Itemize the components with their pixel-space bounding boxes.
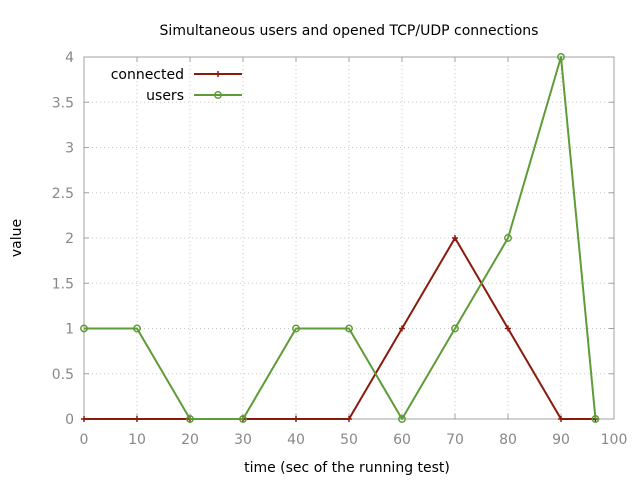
data-point-users [451,324,459,333]
y-tick-label: 0.5 [52,367,74,383]
data-point-users [292,324,300,333]
y-axis-label: value [9,219,25,257]
data-point-users [80,324,88,333]
series-users [80,53,600,423]
data-point-connected [558,416,564,422]
y-tick-label: 3 [65,141,74,157]
x-tick-label: 40 [287,432,305,448]
data-point-users [398,415,406,423]
grid [84,57,614,419]
x-tick-label: 30 [234,432,252,448]
y-tick-label: 2 [65,231,74,247]
legend: connected users [111,67,242,104]
x-tick-label: 0 [80,432,89,448]
data-point-users [504,234,512,242]
data-point-connected [399,325,405,332]
legend-marker-users [214,91,222,99]
x-tick-label: 90 [552,432,570,448]
x-tick-label: 10 [128,432,146,448]
series-line-users [84,56,597,420]
data-point-users [239,415,247,423]
x-axis-label: time (sec of the running test) [244,460,450,476]
data-point-users [557,53,565,61]
data-point-connected [452,235,458,241]
data-point-users [133,324,141,333]
legend-label-users: users [146,88,184,104]
y-tick-label: 1 [65,322,74,338]
x-tick-label: 80 [499,432,517,448]
y-tick-label: 1.5 [52,276,74,292]
data-point-connected [293,416,299,422]
x-tick-label: 100 [601,432,628,448]
data-point-connected [346,416,352,422]
x-tick-label: 60 [393,432,411,448]
data-point-users [186,415,194,423]
data-point-users [345,324,353,333]
series-lines [80,53,600,423]
x-tick-label: 70 [446,432,464,448]
x-tick-label: 50 [340,432,358,448]
y-tick-label: 2.5 [52,186,74,202]
axis-ticks: 0 10 20 30 40 50 60 70 80 90 100 0 0.5 1 1.5 2 2.5 3 3.5 4 [52,50,628,448]
y-tick-label: 4 [65,50,74,66]
x-tick-label: 20 [181,432,199,448]
data-point-users [591,415,600,423]
chart-title: Simultaneous users and opened TCP/UDP co… [160,23,539,39]
legend-label-connected: connected [111,67,184,83]
data-point-connected [81,416,87,422]
y-tick-label: 3.5 [52,95,74,111]
legend-marker-connected [215,71,221,77]
data-point-connected [505,325,511,332]
data-point-connected [134,416,140,422]
y-tick-label: 0 [65,412,74,428]
